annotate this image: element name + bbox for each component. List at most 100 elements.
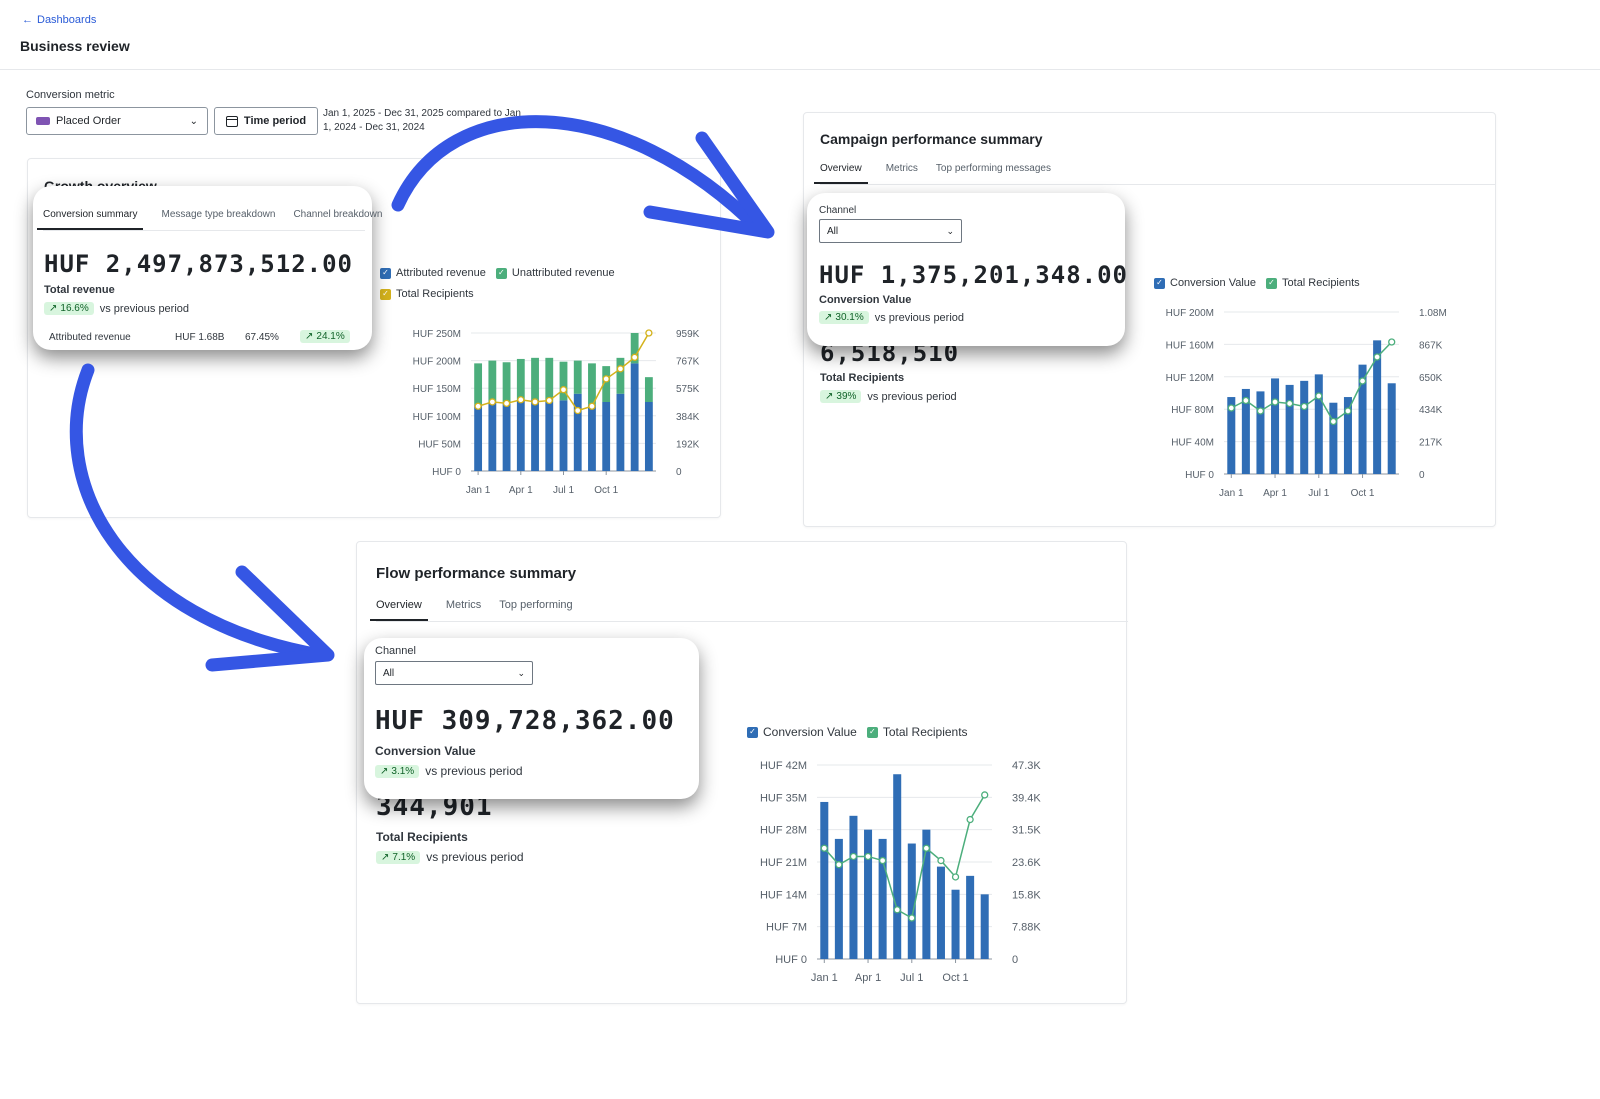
legend-item-unattributed-revenue[interactable]: ✓ Unattributed revenue: [495, 267, 615, 279]
bar-attributed-revenue[interactable]: [644, 402, 653, 471]
bar-unattributed-revenue[interactable]: [588, 363, 596, 405]
line-point[interactable]: [849, 852, 858, 861]
bar-conversion-value[interactable]: [864, 829, 873, 959]
bar-conversion-value[interactable]: [1358, 364, 1367, 474]
line-point[interactable]: [488, 398, 496, 406]
bar-unattributed-revenue[interactable]: [516, 358, 525, 401]
line-point[interactable]: [1300, 402, 1308, 411]
flow-channel-select[interactable]: All ⌄: [375, 661, 533, 685]
bar-conversion-value[interactable]: [849, 815, 858, 959]
back-link[interactable]: ← Dashboards: [22, 14, 96, 26]
legend-item-attributed-revenue[interactable]: ✓ Attributed revenue: [380, 267, 486, 279]
bar-attributed-revenue[interactable]: [602, 402, 611, 471]
tab-channel-breakdown[interactable]: Channel breakdown: [293, 209, 383, 220]
bar-attributed-revenue[interactable]: [488, 402, 497, 471]
line-point[interactable]: [835, 861, 843, 869]
line-point[interactable]: [1358, 377, 1367, 385]
line-point[interactable]: [1242, 396, 1250, 405]
legend-item-conversion-value[interactable]: ✓ Conversion Value: [747, 725, 857, 739]
line-point[interactable]: [937, 856, 945, 865]
line-point[interactable]: [531, 398, 539, 406]
legend-item-total-recipients[interactable]: ✓ Total Recipients: [866, 725, 968, 739]
bar-unattributed-revenue[interactable]: [474, 363, 483, 405]
bar-attributed-revenue[interactable]: [474, 404, 483, 471]
line-point[interactable]: [1373, 353, 1381, 361]
bar-unattributed-revenue[interactable]: [573, 360, 582, 394]
bar-attributed-revenue[interactable]: [588, 404, 596, 471]
legend-item-total-recipients[interactable]: ✓ Total Recipients: [380, 288, 474, 300]
tab-top-performing-messages[interactable]: Top performing messages: [935, 163, 1051, 174]
bar-attributed-revenue[interactable]: [502, 403, 511, 471]
bar-conversion-value[interactable]: [878, 838, 887, 959]
bar-unattributed-revenue[interactable]: [488, 360, 497, 402]
bar-conversion-value[interactable]: [1387, 383, 1396, 474]
tab-metrics[interactable]: Metrics: [445, 599, 482, 611]
bar-unattributed-revenue[interactable]: [559, 361, 568, 401]
bar-conversion-value[interactable]: [1300, 380, 1309, 474]
line-point[interactable]: [645, 329, 653, 337]
bar-unattributed-revenue[interactable]: [602, 366, 611, 402]
bar-attributed-revenue[interactable]: [630, 363, 639, 471]
bar-conversion-value[interactable]: [893, 774, 902, 959]
bar-unattributed-revenue[interactable]: [545, 357, 554, 402]
line-point[interactable]: [908, 914, 916, 922]
bar-attributed-revenue[interactable]: [516, 400, 525, 471]
bar-attributed-revenue[interactable]: [616, 393, 625, 471]
bar-attributed-revenue[interactable]: [545, 402, 554, 471]
bar-conversion-value[interactable]: [1256, 391, 1265, 474]
bar-unattributed-revenue[interactable]: [616, 357, 625, 394]
line-point[interactable]: [1285, 399, 1294, 408]
line-point[interactable]: [1256, 407, 1265, 415]
bar-conversion-value[interactable]: [951, 889, 960, 959]
line-point[interactable]: [574, 406, 582, 415]
time-period-button[interactable]: Time period: [214, 107, 318, 135]
line-point[interactable]: [1227, 404, 1235, 412]
line-point[interactable]: [474, 402, 482, 410]
line-point[interactable]: [878, 856, 887, 865]
line-point[interactable]: [602, 375, 610, 383]
bar-conversion-value[interactable]: [1271, 378, 1280, 474]
bar-conversion-value[interactable]: [980, 894, 989, 959]
bar-attributed-revenue[interactable]: [531, 399, 539, 471]
bar-conversion-value[interactable]: [834, 838, 843, 959]
tab-top-performing[interactable]: Top performing: [499, 599, 573, 611]
bar-unattributed-revenue[interactable]: [502, 362, 511, 404]
bar-unattributed-revenue[interactable]: [531, 357, 539, 400]
line-point[interactable]: [1388, 338, 1396, 346]
line-point[interactable]: [981, 791, 989, 799]
bar-conversion-value[interactable]: [1241, 388, 1250, 474]
line-point[interactable]: [1315, 392, 1323, 400]
line-point[interactable]: [922, 844, 931, 852]
bar-attributed-revenue[interactable]: [573, 393, 582, 471]
legend-item-conversion-value[interactable]: ✓ Conversion Value: [1154, 277, 1256, 289]
line-point[interactable]: [893, 906, 901, 914]
bar-unattributed-revenue[interactable]: [644, 377, 653, 402]
bar-conversion-value[interactable]: [820, 801, 829, 959]
tab-metrics[interactable]: Metrics: [885, 163, 918, 174]
line-point[interactable]: [951, 873, 960, 881]
line-point[interactable]: [616, 365, 625, 373]
line-point[interactable]: [966, 815, 974, 824]
tab-message-type-breakdown[interactable]: Message type breakdown: [161, 209, 276, 220]
bar-conversion-value[interactable]: [1314, 374, 1323, 474]
bar-conversion-value[interactable]: [966, 875, 975, 959]
tab-overview[interactable]: Overview: [814, 163, 868, 184]
bar-conversion-value[interactable]: [1373, 340, 1382, 474]
bar-unattributed-revenue[interactable]: [630, 333, 639, 364]
bar-conversion-value[interactable]: [907, 843, 916, 959]
line-point[interactable]: [588, 402, 596, 410]
line-point[interactable]: [502, 399, 511, 408]
bar-conversion-value[interactable]: [1227, 397, 1236, 474]
bar-attributed-revenue[interactable]: [559, 400, 568, 471]
tab-conversion-summary[interactable]: Conversion summary: [37, 209, 144, 230]
line-point[interactable]: [545, 396, 553, 405]
bar-conversion-value[interactable]: [936, 866, 945, 959]
bar-conversion-value[interactable]: [1329, 402, 1338, 474]
campaign-channel-select[interactable]: All ⌄: [819, 219, 962, 243]
line-point[interactable]: [1271, 398, 1279, 406]
line-point[interactable]: [517, 396, 525, 404]
bar-conversion-value[interactable]: [922, 829, 931, 959]
tab-overview[interactable]: Overview: [370, 599, 428, 621]
bar-conversion-value[interactable]: [1343, 397, 1352, 474]
line-point[interactable]: [559, 386, 568, 394]
